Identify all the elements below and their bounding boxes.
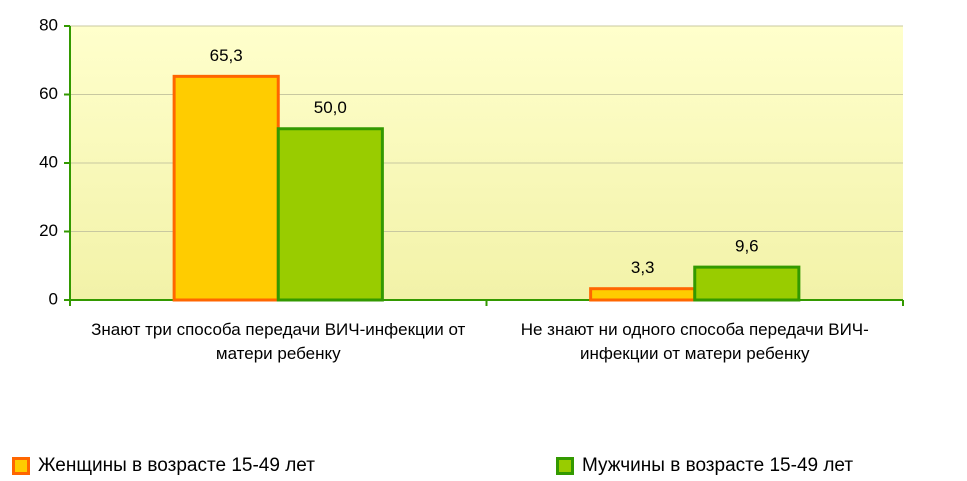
bar [172, 74, 280, 302]
value-label: 9,6 [735, 237, 759, 256]
y-tick-label: 60 [39, 84, 58, 103]
legend-label: Мужчины в возрасте 15-49 лет [582, 455, 854, 476]
legend-item: Мужчины в возрасте 15-49 лет [556, 455, 853, 477]
value-label: 3,3 [631, 258, 655, 277]
y-tick-label: 80 [39, 15, 58, 34]
y-tick-label: 0 [49, 289, 58, 308]
legend-swatch [556, 457, 574, 475]
x-tick-label: Не знают ни одного способа передачи ВИЧ-… [520, 320, 869, 363]
y-tick-label: 40 [39, 152, 58, 171]
bar [693, 265, 801, 302]
value-label: 65,3 [210, 46, 243, 65]
bar [276, 127, 384, 302]
bar [589, 287, 697, 302]
legend-label: Женщины в возрасте 15-49 лет [38, 455, 315, 476]
y-tick-label: 20 [39, 221, 58, 240]
legend-swatch [12, 457, 30, 475]
x-tick-label: Знают три способа передачи ВИЧ-инфекции … [91, 320, 466, 363]
value-label: 50,0 [314, 98, 347, 117]
legend-item: Женщины в возрасте 15-49 лет [12, 455, 315, 477]
